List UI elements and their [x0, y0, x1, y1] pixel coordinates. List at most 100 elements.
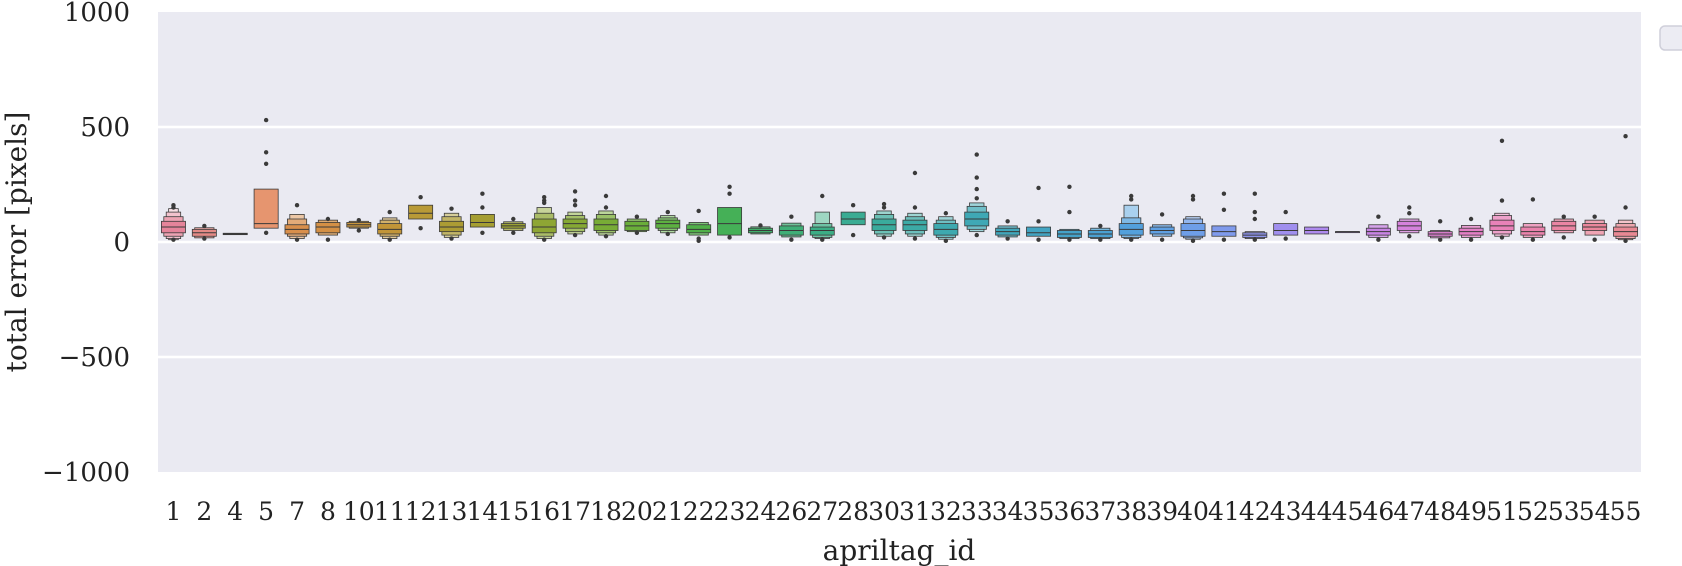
outlier-point	[263, 150, 269, 155]
outlier-point	[356, 228, 362, 233]
boxen-group	[1613, 134, 1639, 244]
outlier-point	[541, 194, 547, 200]
boxen-group	[408, 194, 434, 231]
outlier-point	[202, 236, 207, 241]
boxen-group	[1335, 231, 1360, 234]
boxen-group	[222, 232, 248, 236]
outlier-point	[1623, 134, 1628, 139]
outlier-point	[1592, 237, 1597, 242]
outlier-point	[696, 208, 701, 214]
boxen-group	[1118, 193, 1144, 242]
x-tick-label: 52	[1517, 497, 1549, 526]
outlier-point	[1190, 197, 1196, 202]
boxen-group	[1304, 226, 1330, 235]
boxen-box	[408, 204, 434, 220]
boxen-group	[624, 214, 650, 235]
x-tick-label: 32	[930, 497, 962, 526]
x-tick-label: 41	[1208, 497, 1240, 526]
boxen-group	[1582, 214, 1608, 242]
boxen-box	[840, 211, 866, 226]
boxen-group	[377, 209, 403, 242]
outlier-point	[1221, 207, 1227, 212]
x-tick-label: 55	[1610, 497, 1642, 526]
boxen-box	[315, 222, 341, 234]
outlier-point	[1407, 234, 1412, 239]
outlier-point	[850, 232, 856, 238]
x-tick-label: 45	[1332, 497, 1364, 526]
y-tick-label: 0	[113, 228, 130, 258]
outlier-point	[1468, 237, 1474, 242]
x-tick-label: 23	[714, 497, 746, 526]
outlier-point	[511, 230, 516, 235]
boxen-box	[469, 213, 495, 228]
x-tick-label: 18	[590, 497, 622, 526]
outlier-point	[202, 223, 207, 229]
outlier-point	[449, 236, 454, 241]
boxen-box	[686, 224, 712, 234]
outlier-point	[1530, 237, 1536, 242]
x-tick-label: 44	[1301, 497, 1333, 526]
outlier-point	[1067, 237, 1072, 242]
x-tick-label: 51	[1486, 497, 1518, 526]
boxen-group	[1026, 185, 1051, 242]
outlier-point	[572, 189, 578, 194]
x-tick-label: 28	[837, 497, 869, 526]
outlier-point	[912, 170, 918, 176]
boxen-group	[933, 211, 959, 244]
boxen-box	[253, 188, 279, 229]
boxen-group	[562, 189, 588, 238]
outlier-point	[881, 201, 887, 207]
outlier-point	[727, 191, 732, 196]
x-tick-label: 16	[528, 497, 560, 526]
boxen-box	[1520, 226, 1546, 236]
boxen-group	[253, 117, 279, 235]
outlier-point	[881, 235, 887, 240]
x-tick-label: 33	[961, 497, 993, 526]
y-tick-labels: −1000 −500 0 500 1000	[42, 0, 130, 488]
boxen-box	[902, 219, 928, 231]
x-tick-label: 42	[1239, 497, 1271, 526]
y-tick-label: −500	[59, 343, 130, 373]
outlier-point	[1283, 236, 1288, 241]
outlier-point	[1530, 197, 1536, 202]
boxen-group	[809, 193, 835, 242]
boxen-group	[686, 208, 712, 244]
x-tick-label: 34	[992, 497, 1024, 526]
outlier-point	[974, 196, 979, 201]
boxen-group	[995, 219, 1021, 241]
x-tick-labels: 1 2 4 5 7 8 10 11 12 13 14 15 16 17 18 20 21 22 23 24 26 27 28…	[165, 497, 1641, 526]
boxen-group	[871, 201, 897, 240]
boxen-box	[655, 219, 681, 229]
boxen-box	[809, 226, 835, 236]
boxen-group	[191, 223, 217, 241]
outlier-point	[1592, 214, 1597, 219]
boxen-group	[902, 170, 928, 241]
outlier-point	[1067, 184, 1072, 189]
boxen-group	[1180, 193, 1206, 244]
outlier-point	[1252, 191, 1258, 196]
boxen-group	[1273, 209, 1299, 241]
x-tick-label: 5	[258, 497, 274, 526]
outlier-point	[511, 216, 516, 222]
outlier-point	[665, 209, 670, 215]
boxen-group	[1396, 205, 1422, 239]
x-tick-label: 2	[196, 497, 212, 526]
outlier-point	[1098, 223, 1103, 229]
outlier-point	[572, 232, 578, 238]
outlier-point	[974, 175, 979, 180]
x-tick-label: 22	[683, 497, 715, 526]
x-tick-label: 46	[1362, 497, 1394, 526]
boxen-group	[500, 216, 526, 235]
outlier-point	[1623, 205, 1628, 210]
outlier-point	[912, 205, 918, 210]
outlier-point	[1036, 185, 1041, 191]
x-tick-label: 48	[1424, 497, 1456, 526]
outlier-point	[1190, 193, 1196, 199]
outlier-point	[294, 203, 300, 208]
outlier-point	[572, 198, 578, 203]
boxen-box	[439, 220, 464, 233]
outlier-point	[449, 206, 454, 211]
outlier-point	[789, 214, 794, 219]
outlier-point	[294, 237, 300, 242]
